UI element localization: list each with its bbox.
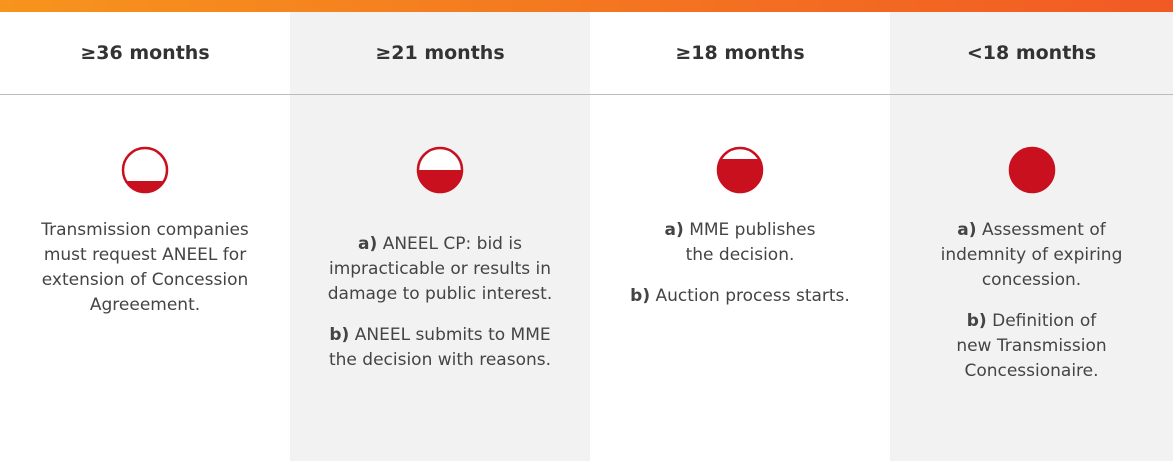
text-line: impracticable or results in (290, 257, 590, 282)
text-line: extension of Concession (0, 268, 290, 293)
line-text: Auction process starts. (655, 286, 850, 306)
text-line: concession. (890, 268, 1173, 293)
level-icon (716, 146, 764, 194)
text-line: b) Definition of (890, 309, 1173, 334)
line-text: must request ANEEL for (43, 245, 247, 265)
column: <18 months a) Assessment of indemnity of … (890, 12, 1173, 461)
text-line: the decision with reasons. (290, 348, 590, 373)
line-text: MME publishes (689, 220, 816, 240)
line-text: concession. (981, 270, 1082, 290)
column: ≥36 months Transmission companies must re… (0, 12, 290, 461)
line-text: Definition of (992, 311, 1097, 331)
top-bar (0, 0, 1173, 12)
line-text: Assessment of (981, 220, 1106, 240)
line-text: Transmission companies (41, 220, 249, 240)
line-text: indemnity of expiring (940, 245, 1123, 265)
column-header: ≥36 months (80, 42, 210, 64)
paragraph: b) Definition of new Transmission Concessi… (890, 309, 1173, 384)
paragraph: a) Assessment of indemnity of expiring con… (890, 218, 1173, 293)
text-line: must request ANEEL for (0, 243, 290, 268)
item-label: a) (358, 234, 378, 254)
line-text: ANEEL submits to MME (354, 325, 551, 345)
text-line: a) Assessment of (890, 218, 1173, 243)
text-line: the decision. (590, 243, 890, 268)
item-label: b) (329, 325, 350, 345)
text-line: Agreeement. (0, 293, 290, 318)
text-line: indemnity of expiring (890, 243, 1173, 268)
column-text: a) Assessment of indemnity of expiring con… (890, 218, 1173, 400)
text-line: a) MME publishes (590, 218, 890, 243)
line-text: impracticable or results in (328, 259, 551, 279)
level-icon (1008, 146, 1055, 194)
text-line: Transmission companies (0, 218, 290, 243)
item-label: a) (957, 220, 977, 240)
text-line: b) Auction process starts. (590, 284, 890, 309)
text-line: b) ANEEL submits to MME (290, 323, 590, 348)
text-line: damage to public interest. (290, 282, 590, 307)
column: ≥21 months a) ANEEL CP: bid is impractica… (290, 12, 590, 461)
line-text: new Transmission (956, 336, 1107, 356)
line-text: damage to public interest. (327, 284, 553, 304)
line-text: Concessionaire. (964, 361, 1099, 381)
column-text: Transmission companies must request ANEEL… (0, 218, 290, 334)
line-text: the decision. (685, 245, 795, 265)
line-text: extension of Concession (41, 270, 249, 290)
column: ≥18 months a) MME publishes the decision.… (590, 12, 890, 461)
header-rule (0, 94, 1173, 95)
paragraph: b) Auction process starts. (590, 284, 890, 309)
paragraph: a) ANEEL CP: bid is impracticable or resu… (290, 232, 590, 307)
text-line: Concessionaire. (890, 359, 1173, 384)
line-text: ANEEL CP: bid is (382, 234, 522, 254)
paragraph: Transmission companies must request ANEEL… (0, 218, 290, 318)
column-header: ≥18 months (675, 42, 805, 64)
text-line: new Transmission (890, 334, 1173, 359)
item-label: b) (630, 286, 651, 306)
line-text: Agreeement. (89, 295, 201, 315)
column-text: a) ANEEL CP: bid is impracticable or resu… (290, 232, 590, 389)
column-text: a) MME publishes the decision. b) Auction … (590, 218, 890, 325)
item-label: a) (664, 220, 684, 240)
line-text: the decision with reasons. (328, 350, 552, 370)
item-label: b) (966, 311, 987, 331)
column-header: <18 months (966, 42, 1097, 64)
paragraph: b) ANEEL submits to MME the decision with… (290, 323, 590, 373)
level-icon (121, 146, 169, 194)
level-icon (416, 146, 464, 194)
column-header: ≥21 months (375, 42, 505, 64)
paragraph: a) MME publishes the decision. (590, 218, 890, 268)
text-line: a) ANEEL CP: bid is (290, 232, 590, 257)
